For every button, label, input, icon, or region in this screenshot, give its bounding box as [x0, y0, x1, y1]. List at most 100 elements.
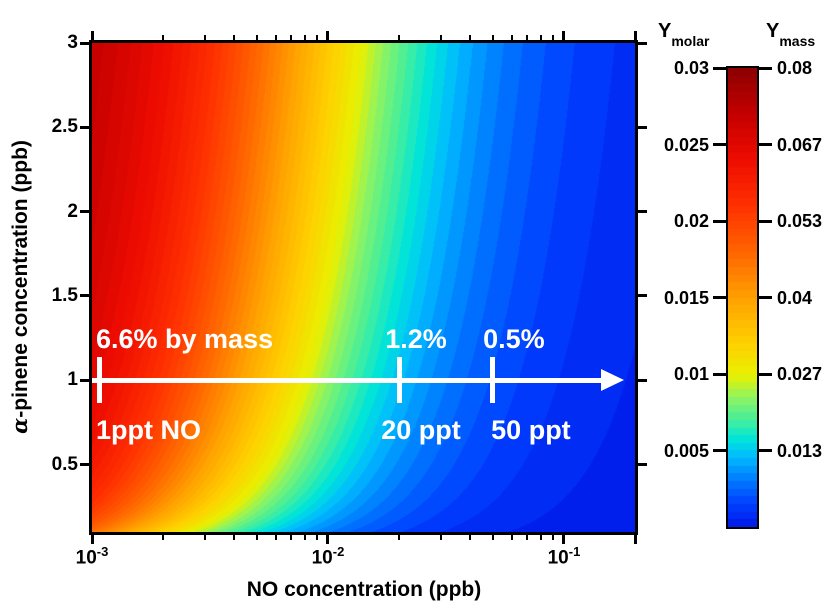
y-axis-tick [80, 378, 89, 382]
colorbar-mass-title-base: Y [766, 20, 780, 42]
colorbar-molar-title-sub: molar [671, 33, 710, 49]
x-axis-tick [562, 535, 566, 544]
y-tick-label: 0.5 [51, 453, 78, 475]
colorbar-mass-title-sub: mass [779, 33, 816, 49]
y-axis-tick [638, 463, 647, 467]
x-axis-tick [491, 535, 494, 540]
colorbar-molar-label: 0.03 [673, 58, 709, 78]
colorbar-mass-label: 0.04 [777, 287, 813, 308]
annotation-marker-tick [96, 357, 102, 404]
x-axis-tick [633, 31, 637, 40]
y-axis-tick [80, 41, 89, 45]
colorbar-molar-title: Ymolar [658, 20, 709, 49]
x-axis-tick [491, 35, 494, 40]
y-axis-tick [638, 294, 647, 298]
y-tick-label: 3 [67, 32, 78, 53]
y-axis-tick [638, 41, 647, 45]
x-axis-tick [510, 35, 513, 40]
x-axis-tick [398, 35, 401, 40]
x-axis-tick [316, 535, 319, 540]
x-axis-tick [552, 35, 555, 40]
x-axis-tick [439, 35, 442, 40]
x-tick-label: 10-1 [547, 544, 581, 569]
x-axis-tick [510, 535, 513, 540]
y-axis-tick [638, 378, 647, 382]
contour-plot-canvas [92, 43, 635, 532]
x-axis-tick [398, 535, 401, 540]
colorbar-molar-tick [713, 143, 726, 146]
y-axis-tick [638, 210, 647, 214]
y-axis-tick [80, 125, 89, 129]
x-axis-tick [304, 35, 307, 40]
annotation-yield-label: 0.5% [483, 324, 545, 354]
x-tick-label: 10-3 [75, 544, 109, 569]
x-axis-tick [439, 535, 442, 540]
colorbar-molar-label: 0.015 [663, 287, 709, 308]
annotation-no-label: 1ppt NO [96, 415, 201, 445]
x-axis-tick [203, 35, 206, 40]
y-tick-label: 1 [67, 369, 78, 391]
x-axis-tick [274, 35, 277, 40]
x-axis-tick [316, 35, 319, 40]
colorbar-molar-tick [713, 372, 726, 376]
annotation-no-label: 50 ppt [491, 415, 571, 445]
colorbar-mass-label: 0.013 [777, 440, 823, 461]
colorbar-mass-label: 0.027 [777, 364, 823, 384]
colorbar-mass-tick [759, 449, 772, 452]
x-axis-tick [526, 35, 529, 40]
x-axis-tick [162, 35, 165, 40]
x-axis-tick [326, 31, 330, 40]
colorbar-molar-tick [713, 66, 726, 70]
colorbar-molar-tick [713, 219, 726, 223]
x-axis-tick [90, 535, 94, 544]
x-axis-tick [469, 35, 472, 40]
x-axis-tick [304, 535, 307, 540]
alpha-symbol: α [7, 417, 32, 434]
x-axis-tick [90, 31, 94, 40]
x-axis-tick [233, 535, 236, 540]
annotation-yield-label: 6.6% by mass [96, 324, 274, 354]
y-tick-label: 2 [67, 200, 78, 222]
x-axis-tick [562, 31, 566, 40]
colorbar-mass-tick [759, 143, 772, 146]
colorbar-molar-title-base: Y [658, 20, 672, 42]
colorbar-molar-label: 0.025 [663, 134, 709, 155]
colorbar-molar-label: 0.01 [673, 364, 709, 384]
x-axis-tick [540, 35, 543, 40]
x-axis-tick [255, 35, 258, 40]
x-axis-tick [540, 535, 543, 540]
x-axis-tick [469, 535, 472, 540]
x-axis-tick [290, 535, 293, 540]
annotation-marker-tick [490, 357, 496, 404]
colorbar-molar-label: 0.02 [673, 211, 709, 231]
x-axis-tick [290, 35, 293, 40]
colorbar-mass-title: Ymass [766, 20, 815, 49]
x-axis-tick [326, 535, 330, 544]
annotation-no-label: 20 ppt [381, 415, 461, 445]
x-axis-tick [526, 535, 529, 540]
colorbar-molar-tick [713, 296, 726, 299]
x-axis-title: NO concentration (ppb) [246, 578, 482, 601]
y-axis-tick [638, 125, 647, 129]
x-axis-tick [203, 535, 206, 540]
annotation-arrow-head [601, 369, 624, 392]
colorbar-canvas [728, 68, 757, 527]
colorbar-mass-tick [759, 372, 772, 376]
colorbar-mass-label: 0.08 [777, 58, 813, 78]
colorbar-mass-label: 0.067 [777, 134, 823, 155]
colorbar-mass-label: 0.053 [777, 211, 823, 231]
colorbar-molar-tick [713, 449, 726, 452]
y-axis-tick [80, 294, 89, 298]
y-axis-title-text: -pinene concentration (ppb) [9, 140, 32, 418]
annotation-marker-tick [396, 357, 402, 404]
annotation-yield-label: 1.2% [385, 324, 447, 354]
colorbar-mass-tick [759, 66, 772, 70]
colorbar-molar-label: 0.005 [663, 440, 709, 461]
y-axis-tick [80, 463, 89, 467]
x-axis-tick [162, 535, 165, 540]
colorbar-mass-tick [759, 219, 772, 223]
x-axis-tick [233, 35, 236, 40]
x-axis-tick [274, 535, 277, 540]
y-tick-label: 1.5 [51, 284, 78, 306]
